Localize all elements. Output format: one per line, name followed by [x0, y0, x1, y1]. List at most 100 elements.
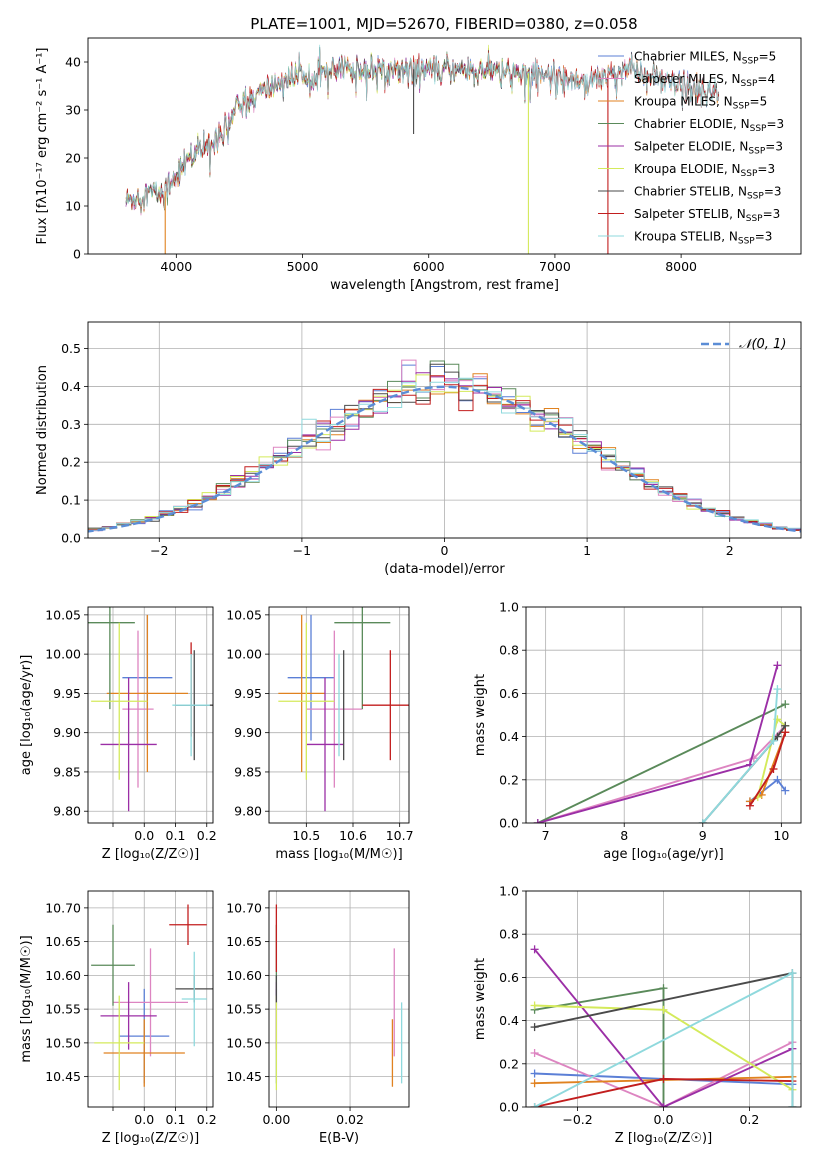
y-tick-label: 9.90 [53, 725, 81, 740]
y-tick-label: 0.5 [61, 341, 81, 356]
y-tick-label: 0.2 [61, 455, 81, 470]
panel-age_vs_mass: 10.5 10.6 10.7 9.80 9.85 9.90 9.95 10.00 10.05 ma… [226, 606, 414, 862]
legend-label: Chabrier STELIB, NSSP=3 [634, 185, 782, 202]
legend-label: Salpeter MILES, NSSP=4 [634, 72, 775, 89]
gaussian-curve [88, 385, 801, 533]
x-tick-label: 0.00 [262, 1112, 290, 1127]
x-tick-label: 10.6 [339, 828, 367, 843]
panel-spectrum: 4000 5000 6000 7000 8000 0 10 20 30 40 wavelength … [35, 37, 802, 293]
y-tick-label: 10.70 [226, 900, 262, 915]
x-axis-label: Z [log₁₀(Z/Z☉)] [102, 1131, 199, 1146]
legend-label: Kroupa STELIB, NSSP=3 [634, 230, 772, 247]
x-axis-label: age [log₁₀(age/yr)] [603, 847, 724, 862]
x-tick-label: 10.5 [292, 828, 320, 843]
x-axis-label: (data-model)/error [384, 562, 505, 577]
axes-frame [525, 606, 802, 824]
x-tick-label: 10 [773, 828, 789, 843]
mass-weight-line [537, 703, 786, 823]
y-tick-label: 30 [65, 103, 81, 118]
x-tick-label: 10.7 [386, 828, 414, 843]
x-tick-label: 8 [620, 828, 628, 843]
y-tick-label: 0.0 [499, 1100, 519, 1115]
x-tick-label: 0.2 [739, 1112, 759, 1127]
y-axis-label: mass weight [473, 958, 488, 1040]
legend-label: 𝒩(0, 1) [739, 337, 786, 352]
legend-label: Kroupa ELODIE, NSSP=3 [634, 162, 775, 179]
y-tick-label: 0.6 [499, 686, 519, 701]
x-tick-label: −1 [293, 543, 311, 558]
y-tick-label: 10.50 [226, 1035, 262, 1050]
figure-title: PLATE=1001, MJD=52670, FIBERID=0380, z=0… [250, 15, 637, 33]
y-tick-label: 10.60 [226, 968, 262, 983]
plot-area [91, 904, 213, 1091]
x-tick-label: 1 [583, 543, 591, 558]
y-tick-label: 0.4 [499, 1013, 519, 1028]
axes-frame [525, 890, 802, 1108]
axes-frame [87, 37, 802, 255]
x-axis-label: Z [log₁₀(Z/Z☉)] [615, 1131, 712, 1146]
y-tick-label: 0 [73, 247, 81, 262]
x-tick-label: 0.0 [134, 828, 154, 843]
y-axis-label: age [log₁₀(age/yr)] [19, 655, 34, 776]
y-tick-label: 10.00 [226, 647, 262, 662]
y-tick-label: 9.80 [53, 804, 81, 819]
x-tick-label: 0.1 [166, 828, 186, 843]
panel-residuals: −2 −1 0 1 2 0.0 0.1 0.2 0.3 0.4 0.5 (data-model)/er… [35, 321, 802, 577]
y-tick-label: 40 [65, 55, 81, 70]
y-axis-label: Flux [fλ10⁻¹⁷ erg cm⁻² s⁻¹ A⁻¹] [35, 48, 50, 245]
y-axis-label: mass [log₁₀(M/M☉)] [19, 935, 34, 1062]
panels: 4000 5000 6000 7000 8000010203040wavelength … [19, 37, 802, 1146]
y-tick-label: 10.70 [45, 900, 81, 915]
plot-area [125, 44, 720, 254]
y-tick-label: 10.55 [45, 1002, 81, 1017]
y-tick-label: 20 [65, 151, 81, 166]
x-axis-label: Z [log₁₀(Z/Z☉)] [102, 847, 199, 862]
x-tick-label: 0.0 [654, 1112, 674, 1127]
y-tick-label: 10.05 [45, 607, 81, 622]
axes-frame [268, 606, 410, 824]
y-tick-label: 10.65 [226, 934, 262, 949]
panel-mass_weight_vs_Z: −0.2 0.0 0.2 0.0 0.2 0.4 0.6 0.8 1.0 Z [log₁₀(Z/Z… [473, 884, 802, 1146]
x-tick-label: 0 [441, 543, 449, 558]
x-tick-label: −2 [150, 543, 168, 558]
mass-weight-line [533, 948, 793, 1107]
x-tick-label: 7 [542, 828, 550, 843]
y-tick-label: 10.00 [45, 647, 81, 662]
y-tick-label: 0.8 [499, 927, 519, 942]
y-tick-label: 0.4 [499, 729, 519, 744]
x-tick-label: 0.0 [134, 1112, 154, 1127]
y-tick-label: 10.65 [45, 934, 81, 949]
x-tick-label: 7000 [539, 259, 571, 274]
y-tick-label: 0.8 [499, 643, 519, 658]
plot-area [533, 661, 790, 823]
y-axis-label: Normed distribution [35, 365, 50, 495]
x-tick-label: 0.1 [166, 1112, 186, 1127]
spectrum-series-line [125, 44, 720, 210]
panel-mass_weight_vs_age: 7 8 9 10 0.0 0.2 0.4 0.6 0.8 1.0 age [log₁₀(age/yr… [473, 600, 802, 862]
axes-frame [87, 890, 214, 1108]
x-axis-label: E(B-V) [319, 1131, 359, 1146]
x-tick-label: 6000 [413, 259, 445, 274]
y-tick-label: 0.0 [499, 816, 519, 831]
y-tick-label: 0.4 [61, 379, 81, 394]
y-tick-label: 9.85 [234, 764, 262, 779]
plot-area [88, 607, 213, 812]
y-tick-label: 10.45 [226, 1069, 262, 1084]
panel-mass_vs_Z: 0.0 0.1 0.2 10.45 10.50 10.55 10.60 10.65 10.70 Z… [19, 890, 217, 1146]
y-tick-label: 9.90 [234, 725, 262, 740]
panel-mass_vs_ebv: 0.00 0.02 10.45 10.50 10.55 10.60 10.65 10.70 E(… [226, 890, 410, 1146]
y-tick-label: 1.0 [499, 884, 519, 899]
x-tick-label: 5000 [287, 259, 319, 274]
y-tick-label: 0.1 [61, 493, 81, 508]
x-tick-label: 8000 [665, 259, 697, 274]
plot-area [275, 904, 403, 1091]
y-tick-label: 9.80 [234, 804, 262, 819]
panel-age_vs_Z: 0.0 0.1 0.2 9.80 9.85 9.90 9.95 10.00 10.05 Z [lo… [19, 606, 217, 862]
plot-area [278, 607, 409, 812]
y-tick-label: 9.95 [53, 686, 81, 701]
x-tick-label: −0.2 [562, 1112, 592, 1127]
y-tick-label: 0.2 [499, 772, 519, 787]
y-tick-label: 0.0 [61, 531, 81, 546]
y-tick-label: 0.2 [499, 1056, 519, 1071]
